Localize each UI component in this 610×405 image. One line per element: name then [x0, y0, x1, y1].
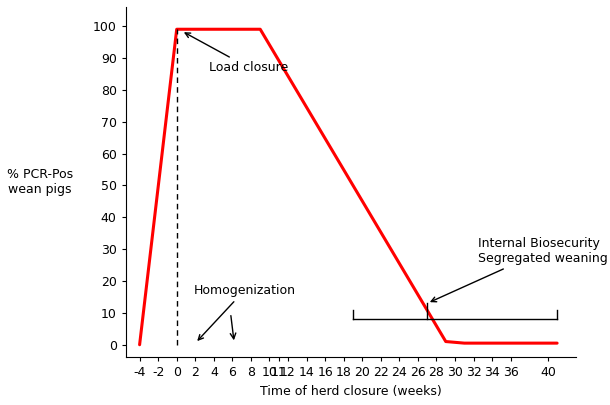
X-axis label: Time of herd closure (weeks): Time of herd closure (weeks)	[260, 385, 442, 398]
Text: Internal Biosecurity
Segregated weaning: Internal Biosecurity Segregated weaning	[431, 237, 608, 302]
Text: Load closure: Load closure	[185, 33, 289, 74]
Text: Homogenization: Homogenization	[193, 284, 295, 340]
Y-axis label: % PCR-Pos
wean pigs: % PCR-Pos wean pigs	[7, 168, 73, 196]
